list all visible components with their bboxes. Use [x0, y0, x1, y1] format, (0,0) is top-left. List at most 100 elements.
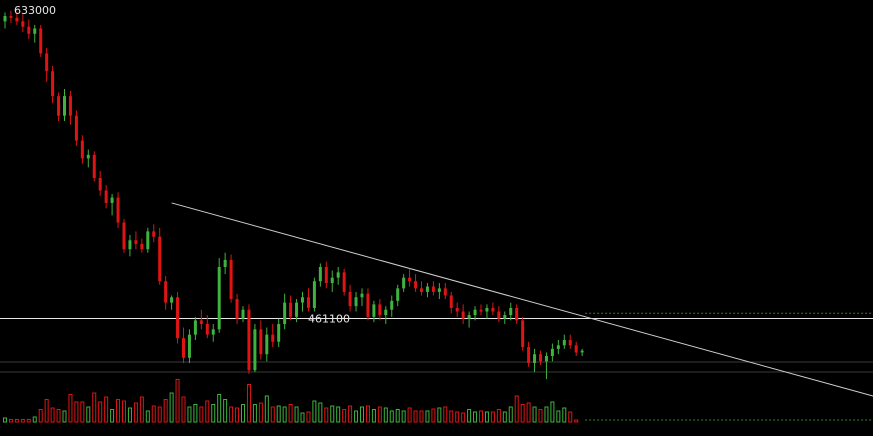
candle — [455, 302, 459, 317]
candle — [515, 304, 519, 324]
volume-bar — [395, 409, 400, 423]
candle — [479, 304, 483, 316]
candle — [51, 65, 55, 104]
candle — [539, 350, 542, 365]
candle-body — [467, 315, 471, 319]
candle — [265, 327, 269, 362]
volume-bar — [342, 409, 347, 423]
volume-bar — [318, 402, 323, 423]
volume-bar — [562, 407, 567, 423]
candle-body — [187, 334, 191, 358]
candle-body — [366, 293, 370, 317]
candle-body — [372, 304, 376, 317]
volume-bar — [122, 400, 126, 423]
volume-bar — [526, 402, 531, 423]
volume-bar — [211, 404, 216, 423]
volume-bar — [50, 407, 55, 423]
volume-bar — [455, 411, 460, 423]
candle — [425, 283, 429, 298]
volume-bar — [401, 410, 406, 423]
volume-bar — [354, 410, 359, 423]
volume-bar — [26, 419, 31, 423]
candle-body — [170, 297, 174, 303]
volume-bar — [199, 406, 204, 423]
volume-bar — [193, 404, 198, 423]
volume-bar — [574, 419, 579, 423]
candle-body — [45, 53, 49, 72]
candle-body — [497, 311, 501, 319]
volume-bar — [413, 410, 418, 423]
candle-body — [140, 243, 144, 250]
candle-body — [235, 299, 239, 319]
volume-bar — [127, 407, 132, 423]
volume-bar — [532, 406, 537, 423]
candle — [164, 275, 168, 310]
volume-bar — [157, 406, 162, 423]
candle-body — [443, 288, 447, 296]
volume-bar — [490, 411, 495, 423]
candle-body — [301, 297, 304, 303]
volume-bar — [175, 379, 180, 423]
candle-body — [33, 28, 37, 34]
candle-body — [158, 236, 162, 282]
candle — [509, 302, 513, 321]
candle-body — [128, 240, 132, 250]
candle-body — [199, 320, 203, 324]
candle — [39, 24, 43, 57]
candle-body — [324, 267, 328, 284]
candle-body — [271, 334, 275, 342]
candle — [491, 302, 495, 316]
candle-body — [3, 16, 7, 22]
candle-body — [98, 178, 102, 191]
candle-body — [80, 140, 84, 159]
candle — [289, 295, 293, 321]
candle-body — [110, 197, 114, 203]
candle — [497, 306, 501, 323]
candle — [128, 234, 132, 257]
volume-bar — [389, 410, 394, 423]
volume-bar — [8, 419, 13, 423]
candle-body — [265, 334, 269, 355]
candle-body — [396, 288, 400, 301]
volume-bar — [348, 405, 353, 423]
candle-body — [277, 323, 281, 342]
candle-body — [491, 307, 495, 312]
candle — [312, 277, 316, 312]
volume-bar — [86, 406, 91, 423]
volume-bar — [56, 409, 61, 423]
volume-bar — [437, 407, 442, 423]
volume-bar — [252, 404, 257, 423]
volume-bar — [336, 406, 341, 423]
trendline — [171, 202, 873, 397]
volume-bar — [217, 394, 222, 423]
candle — [574, 341, 578, 356]
candle — [146, 227, 150, 253]
volume-bar — [383, 407, 388, 423]
candle — [431, 281, 435, 296]
candle — [485, 304, 489, 319]
candle-body — [217, 267, 221, 330]
volume-bar — [425, 410, 430, 423]
candle-body — [27, 26, 31, 34]
candle-body — [390, 300, 394, 310]
candle — [544, 352, 548, 380]
candle-body — [425, 286, 429, 292]
candle — [158, 227, 162, 285]
candle-body — [122, 222, 126, 250]
candle-body — [247, 309, 251, 371]
volume-bar — [163, 399, 168, 423]
candle-body — [431, 286, 435, 292]
volume-bar — [169, 392, 174, 423]
candle — [396, 284, 400, 307]
candle-body — [533, 354, 537, 364]
candle-body — [342, 272, 346, 292]
volume-bar — [14, 419, 19, 423]
candle — [98, 170, 102, 196]
volume-bars — [3, 379, 579, 423]
candle — [521, 316, 525, 351]
candle — [408, 268, 412, 287]
candle — [92, 151, 96, 182]
candle-body — [408, 277, 412, 282]
candle — [283, 293, 287, 330]
